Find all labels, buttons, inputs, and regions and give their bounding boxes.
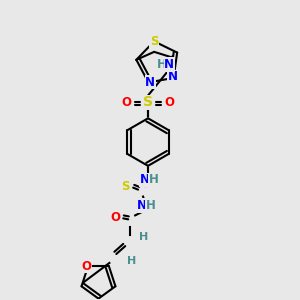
Text: H: H (146, 199, 156, 212)
Text: H: H (127, 256, 136, 266)
Text: N: N (137, 199, 147, 212)
Text: N: N (146, 76, 155, 89)
Text: O: O (81, 260, 91, 273)
Text: N: N (168, 70, 178, 83)
Text: N: N (164, 58, 174, 71)
Text: S: S (143, 95, 153, 110)
Text: O: O (110, 211, 120, 224)
Text: S: S (150, 35, 158, 48)
Text: H: H (149, 173, 159, 186)
Text: O: O (165, 96, 175, 109)
Text: H: H (140, 232, 149, 242)
Text: H: H (156, 58, 166, 71)
Text: S: S (121, 180, 130, 193)
Text: N: N (140, 173, 150, 186)
Text: O: O (121, 96, 131, 109)
